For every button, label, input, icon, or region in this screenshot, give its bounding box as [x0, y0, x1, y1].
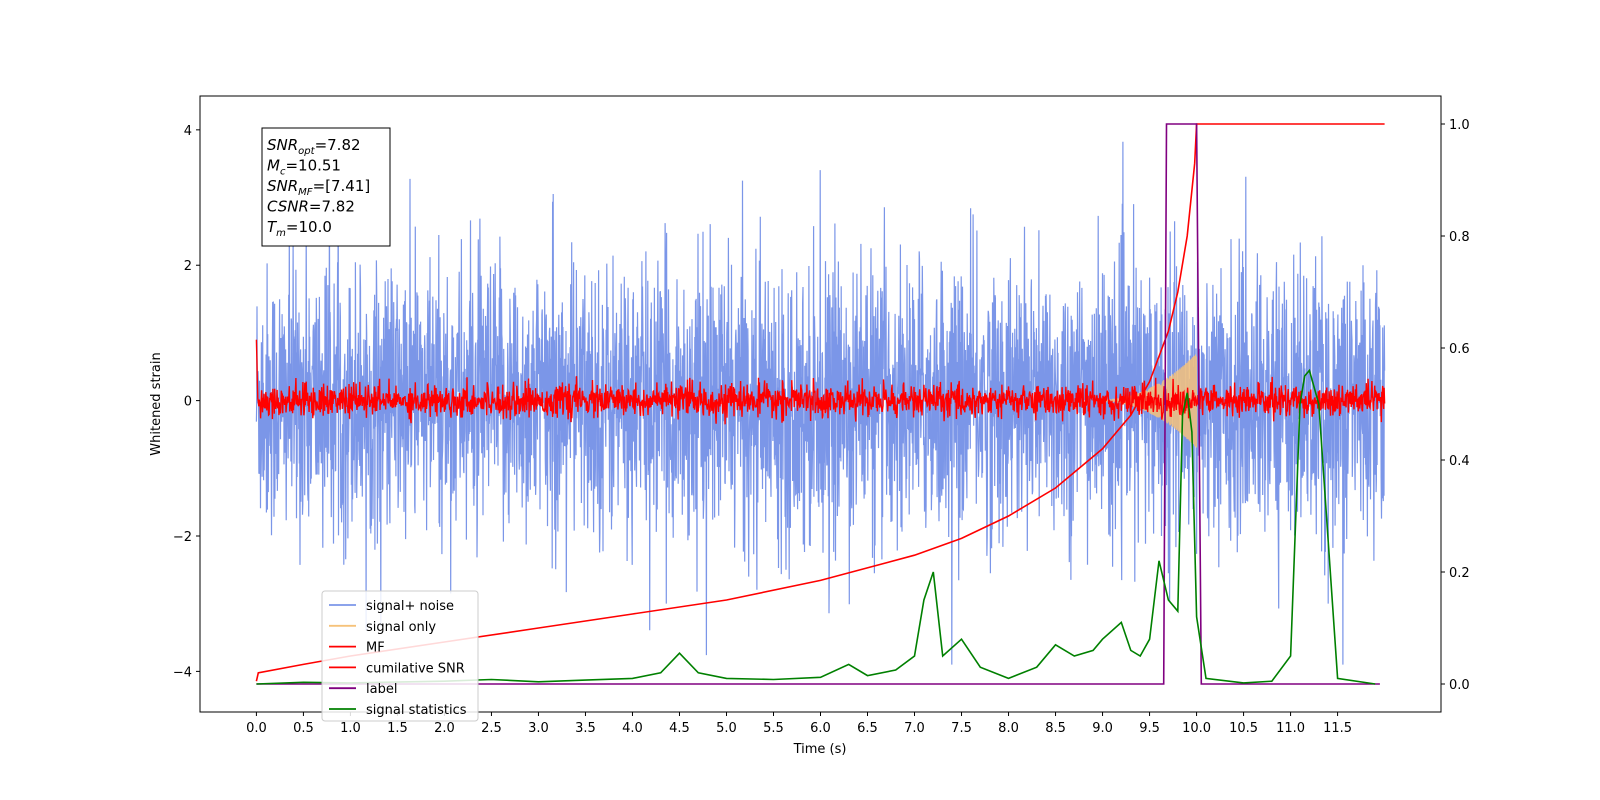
legend-label: signal+ noise — [366, 599, 454, 614]
y-axis-right: 0.0 0.2 0.4 0.6 0.8 1.0 — [1441, 118, 1470, 693]
y2-tick-label: 0.8 — [1449, 230, 1470, 245]
x-tick-label: 7.5 — [951, 721, 972, 736]
x-axis: 0.0 0.5 1.0 1.5 2.0 2.5 3.0 3.5 4.0 4.5 5.0 5.5 6.0 6… — [246, 712, 1352, 736]
x-tick-label: 10.5 — [1229, 721, 1258, 736]
x-tick-label: 1.5 — [387, 721, 408, 736]
series-label — [256, 123, 1380, 685]
x-tick-label: 6.5 — [857, 721, 878, 736]
y2-tick-label: 0.4 — [1449, 454, 1470, 469]
x-tick-label: 2.0 — [434, 721, 455, 736]
x-tick-label: 7.0 — [904, 721, 925, 736]
x-tick-label: 11.0 — [1276, 721, 1305, 736]
y2-tick-label: 0.0 — [1449, 678, 1470, 693]
x-tick-label: 3.5 — [575, 721, 596, 736]
annotation-box: SNRopt=7.82Mc=10.51SNRMF=[7.41]CSNR=7.82… — [261, 127, 391, 247]
y-tick-label: −2 — [173, 530, 192, 545]
x-tick-label: 1.0 — [340, 721, 361, 736]
legend-label: signal only — [366, 620, 436, 635]
x-tick-label: 11.5 — [1323, 721, 1352, 736]
y-tick-label: 2 — [184, 259, 192, 274]
x-tick-label: 0.5 — [293, 721, 314, 736]
series-mf — [255, 339, 1386, 425]
y-tick-label: −4 — [173, 665, 192, 680]
annotation-line: SNRMF=[7.41] — [267, 177, 370, 198]
x-tick-label: 2.5 — [481, 721, 502, 736]
annotation-line: SNRopt=7.82 — [267, 136, 361, 157]
legend-label: label — [366, 682, 397, 697]
y2-tick-label: 1.0 — [1449, 118, 1470, 133]
legend-frame — [321, 590, 479, 722]
y2-tick-label: 0.6 — [1449, 342, 1470, 357]
y-tick-label: 0 — [184, 395, 192, 410]
x-tick-label: 8.5 — [1045, 721, 1066, 736]
legend-label: cumilative SNR — [366, 661, 465, 676]
annotation-line: Tm=10.0 — [267, 218, 332, 239]
x-tick-label: 3.0 — [528, 721, 549, 736]
y-tick-label: 4 — [184, 124, 192, 139]
series-signal-statistics — [256, 368, 1376, 685]
x-tick-label: 0.0 — [246, 721, 267, 736]
x-tick-label: 9.5 — [1139, 721, 1160, 736]
x-tick-label: 9.0 — [1092, 721, 1113, 736]
annotation-line: CSNR=7.82 — [267, 198, 355, 216]
legend-label: MF — [366, 641, 385, 656]
legend: signal+ noise signal only MF cumilative SNR… — [321, 590, 479, 722]
annotation-line: Mc=10.51 — [267, 157, 341, 178]
x-tick-label: 10.0 — [1182, 721, 1211, 736]
annotation-frame — [261, 127, 391, 247]
x-tick-label: 5.0 — [716, 721, 737, 736]
y-axis-left: −4 −2 0 2 4 — [173, 124, 200, 680]
y2-tick-label: 0.2 — [1449, 566, 1470, 581]
x-tick-label: 5.5 — [763, 721, 784, 736]
x-axis-label: Time (s) — [793, 742, 847, 757]
y-axis-label: Whitened strain — [149, 352, 164, 455]
x-tick-label: 4.5 — [669, 721, 690, 736]
x-tick-label: 4.0 — [622, 721, 643, 736]
x-tick-label: 8.0 — [998, 721, 1019, 736]
legend-label: signal statistics — [366, 703, 467, 718]
x-tick-label: 6.0 — [810, 721, 831, 736]
